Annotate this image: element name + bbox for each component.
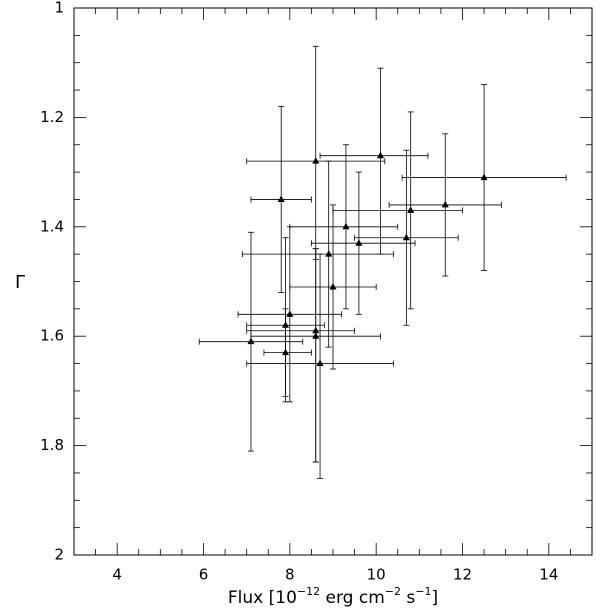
x-axis-label-part: erg cm [320, 588, 385, 608]
x-tick-label: 8 [285, 566, 295, 584]
x-tick-label: 12 [453, 566, 472, 584]
marker [247, 337, 255, 345]
x-axis-label-part: s [401, 588, 415, 608]
marker [282, 348, 290, 356]
y-tick-label: 1 [54, 0, 64, 17]
y-tick-label: 1.6 [40, 327, 64, 345]
marker [286, 310, 294, 317]
marker [329, 282, 337, 290]
x-tick-label: 14 [539, 566, 558, 584]
marker [342, 222, 350, 230]
marker [312, 157, 320, 164]
marker [316, 359, 324, 367]
x-axis-label-part: Flux [10 [228, 588, 297, 608]
y-axis-label: Γ [15, 272, 25, 293]
y-tick-label: 1.2 [40, 108, 64, 126]
x-axis-label-part: −12 [297, 585, 320, 598]
marker [407, 206, 415, 213]
x-axis-label: Flux [10−12 erg cm−2 s−1] [228, 585, 438, 608]
y-tick-label: 1.8 [40, 436, 64, 454]
marker [480, 173, 488, 181]
x-axis-label-part: −1 [415, 585, 431, 598]
x-axis-label-part: −2 [385, 585, 401, 598]
x-tick-label: 4 [112, 566, 122, 584]
marker [402, 233, 410, 241]
marker [441, 200, 449, 208]
marker [355, 239, 363, 246]
y-tick-label: 2 [54, 546, 64, 564]
x-tick-label: 10 [367, 566, 386, 584]
y-tick-label: 1.4 [40, 217, 64, 235]
x-axis-label-part: ] [431, 588, 438, 608]
marker [312, 332, 320, 339]
marker [325, 250, 333, 257]
marker [376, 151, 384, 159]
marker [277, 195, 285, 202]
x-tick-label: 6 [199, 566, 209, 584]
